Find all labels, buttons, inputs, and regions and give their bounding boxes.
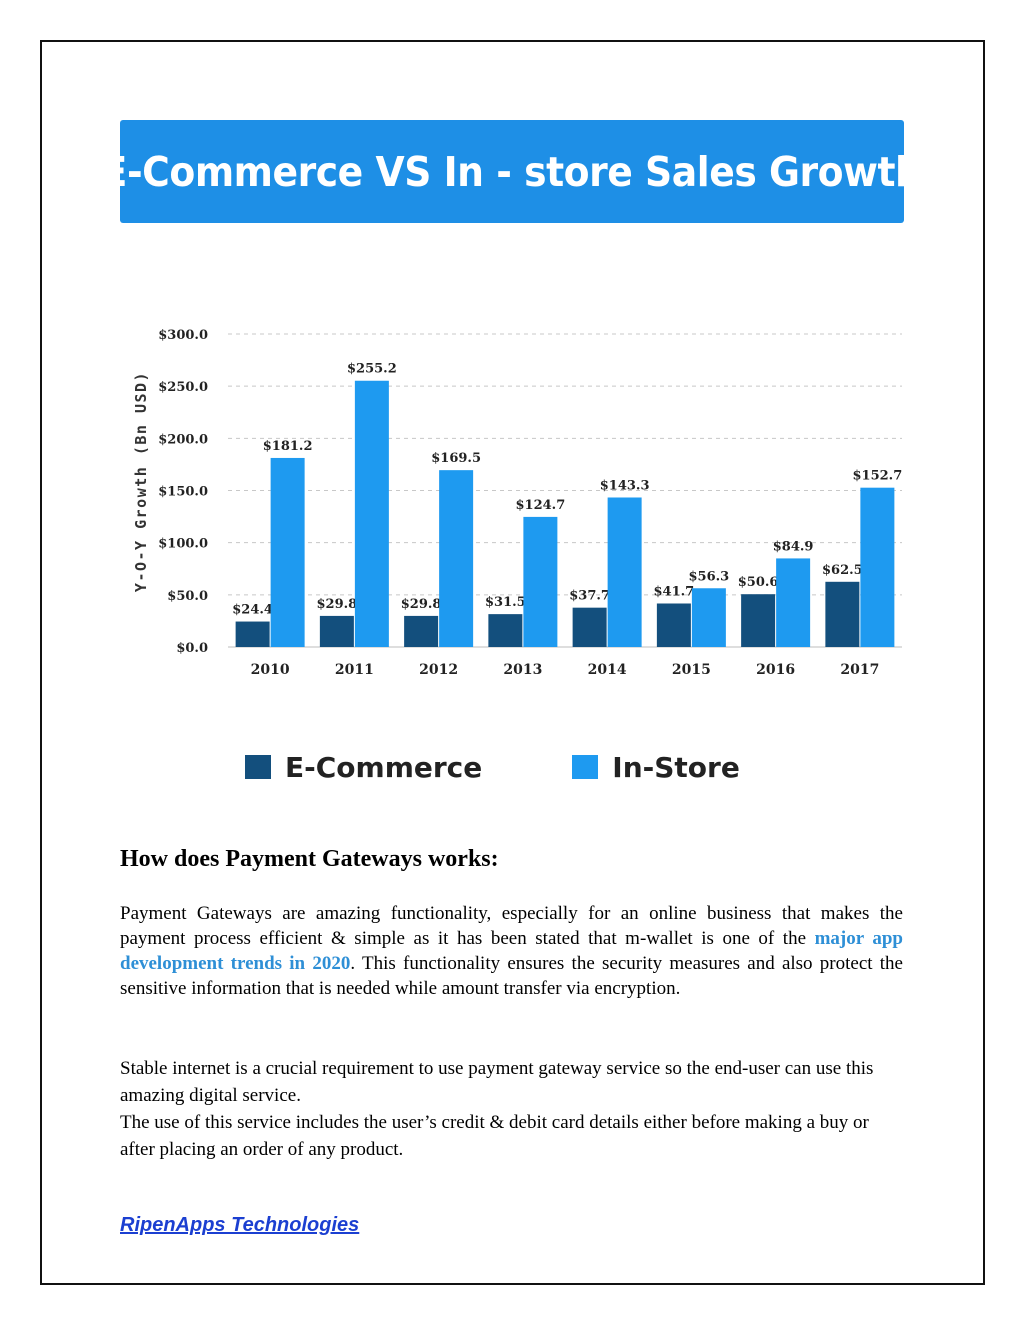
paragraph-2-line-1: Stable internet is a crucial requirement…	[120, 1058, 874, 1106]
x-tick-label: 2013	[503, 662, 542, 678]
x-tick-label: 2014	[588, 662, 627, 678]
page-border	[40, 40, 985, 1285]
paragraph-1-text-a: Payment Gateways are amazing functionali…	[120, 903, 903, 949]
y-tick-label: $150.0	[158, 485, 208, 500]
chart-legend: E-Commerce In-Store	[245, 747, 830, 787]
bar-instore	[776, 558, 811, 647]
banner-title: E-Commerce VS In - store Sales Growth	[102, 147, 922, 196]
paragraph-1: Payment Gateways are amazing functionali…	[120, 901, 903, 1001]
company-link[interactable]: RipenApps Technologies	[120, 1214, 360, 1236]
paragraph-2: Stable internet is a crucial requirement…	[120, 1055, 903, 1163]
y-tick-label: $250.0	[158, 380, 208, 395]
legend-label-ecommerce: E-Commerce	[285, 750, 483, 784]
bar-instore	[354, 380, 389, 647]
bar-ecommerce	[572, 607, 607, 647]
bar-instore	[860, 487, 895, 647]
x-tick-label: 2011	[335, 662, 374, 678]
data-label-instore: $143.3	[600, 478, 650, 493]
y-tick-label: $100.0	[158, 537, 208, 552]
legend-item-instore: In-Store	[572, 751, 740, 784]
bar-ecommerce	[319, 615, 354, 647]
y-tick-label: $50.0	[167, 589, 208, 604]
bar-ecommerce	[488, 614, 523, 647]
bar-instore	[691, 588, 726, 647]
paragraph-2-line-2: The use of this service includes the use…	[120, 1112, 869, 1160]
data-label-instore: $152.7	[852, 469, 902, 484]
data-label-ecommerce: $29.8	[401, 597, 442, 612]
bar-instore	[607, 497, 642, 647]
bar-ecommerce	[656, 603, 691, 647]
data-label-instore: $56.3	[689, 569, 730, 584]
legend-item-ecommerce: E-Commerce	[245, 751, 482, 784]
data-label-ecommerce: $29.8	[317, 597, 358, 612]
y-tick-label: $300.0	[158, 328, 208, 343]
bar-ecommerce	[404, 615, 439, 647]
bar-ecommerce	[235, 621, 270, 647]
y-axis-title: Y-O-Y Growth (Bn USD)	[132, 371, 150, 592]
bar-chart: $0.0 $50.0 $100.0 $150.0 $200.0 $250.0 $300.0 Y…	[132, 328, 902, 678]
data-label-ecommerce: $31.5	[485, 595, 526, 610]
data-label-instore: $84.9	[773, 539, 814, 554]
chart-banner: E-Commerce VS In - store Sales Growth	[102, 120, 922, 223]
legend-label-instore: In-Store	[612, 750, 740, 784]
trends-link[interactable]: major app development trends in 2020	[120, 928, 903, 974]
bar-ecommerce	[825, 581, 860, 647]
data-label-ecommerce: $62.5	[822, 563, 863, 578]
bar-instore	[270, 457, 305, 647]
legend-swatch-instore	[572, 755, 599, 779]
section-heading: How does Payment Gateways works:	[120, 846, 499, 872]
data-label-ecommerce: $41.7	[654, 584, 695, 599]
y-tick-label: $200.0	[158, 432, 208, 447]
data-label-ecommerce: $24.4	[232, 603, 273, 618]
bar-instore	[523, 516, 558, 647]
x-tick-label: 2010	[251, 662, 290, 678]
bar-ecommerce	[741, 594, 776, 647]
y-tick-label: $0.0	[176, 641, 208, 656]
x-tick-label: 2016	[756, 662, 795, 678]
data-label-instore: $181.2	[263, 439, 313, 454]
x-tick-label: 2015	[672, 662, 711, 678]
data-label-ecommerce: $50.6	[738, 575, 779, 590]
x-tick-label: 2012	[419, 662, 458, 678]
data-label-instore: $255.2	[347, 362, 397, 377]
data-label-instore: $124.7	[515, 498, 565, 513]
data-label-ecommerce: $37.7	[569, 589, 610, 604]
x-tick-label: 2017	[840, 662, 879, 678]
paragraph-1-text-b: . This functionality ensures the securit…	[120, 953, 903, 999]
data-label-instore: $169.5	[431, 451, 481, 466]
bar-instore	[439, 470, 474, 647]
legend-swatch-ecommerce	[245, 755, 271, 779]
